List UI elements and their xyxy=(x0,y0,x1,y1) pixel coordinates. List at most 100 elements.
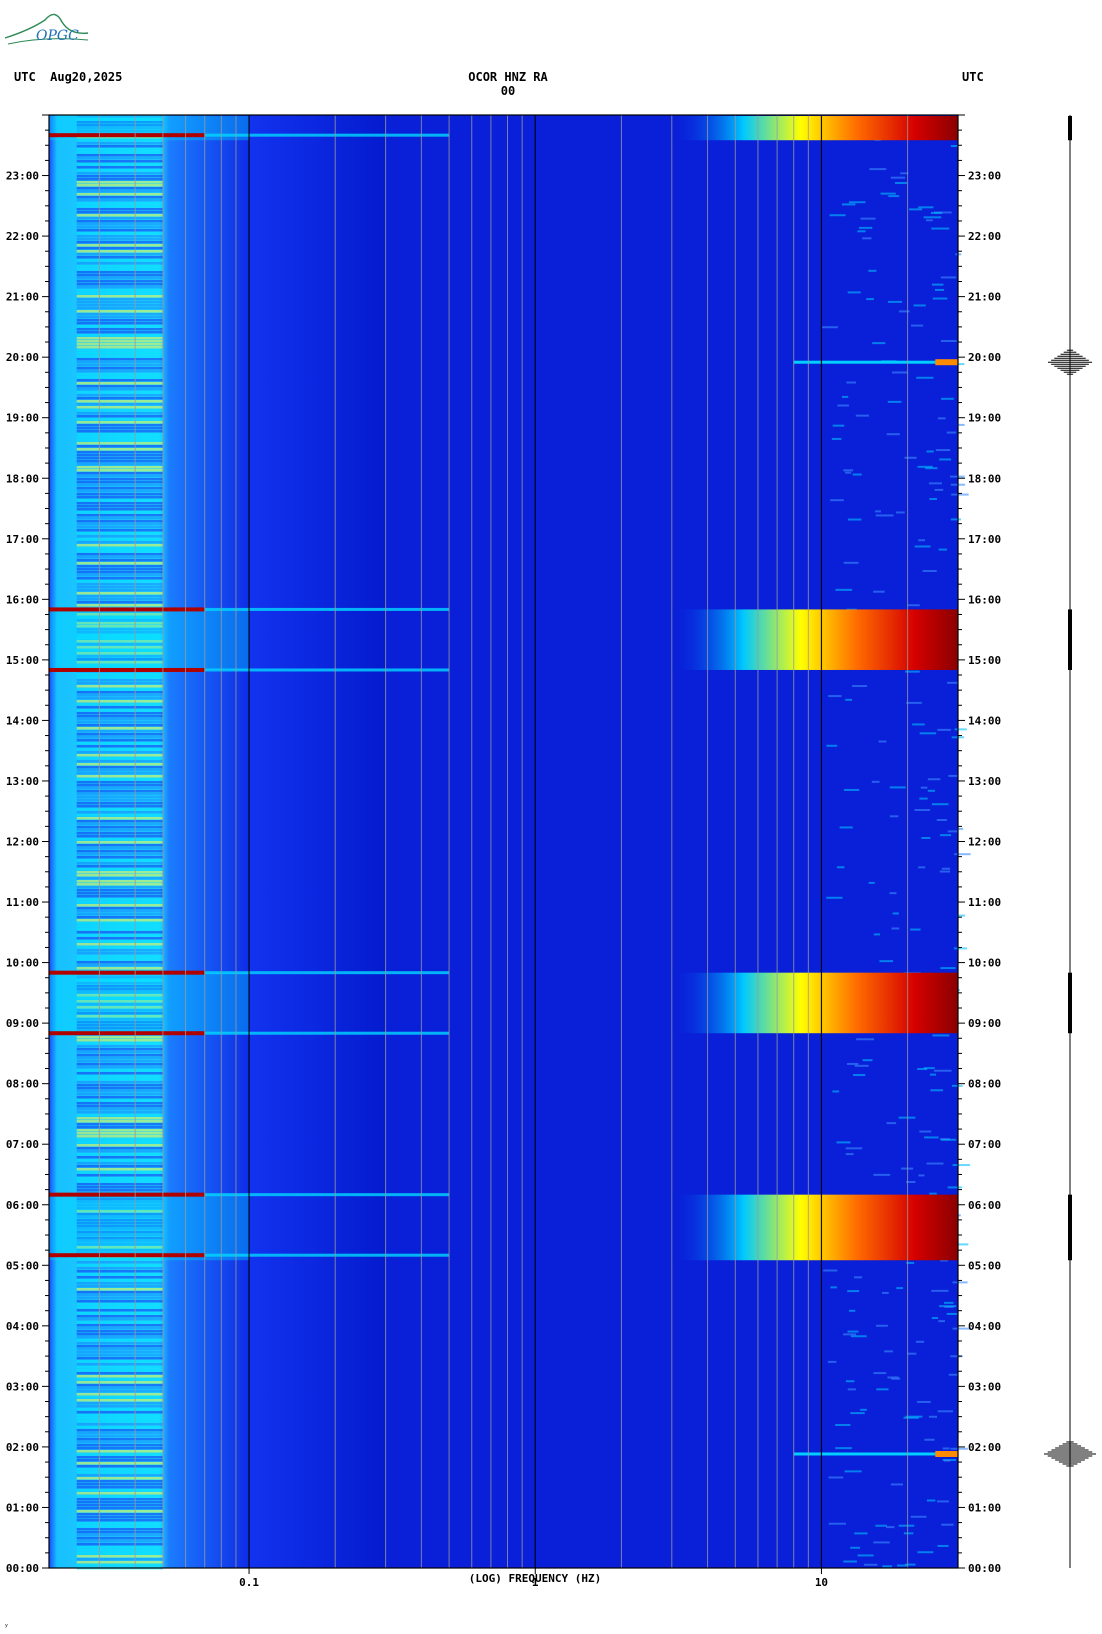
time-label-left: 06:00 xyxy=(6,1199,39,1212)
time-label-left: 12:00 xyxy=(6,836,39,849)
low-band-stripe xyxy=(76,1237,163,1240)
noise-speck xyxy=(926,1162,944,1165)
low-band-stripe xyxy=(76,1543,163,1546)
low-band-stripe xyxy=(76,841,163,844)
low-band-stripe xyxy=(76,256,163,259)
noise-speck xyxy=(873,1372,887,1375)
low-band-stripe xyxy=(76,1291,163,1294)
low-band-stripe xyxy=(76,1312,163,1315)
noise-speck xyxy=(900,172,909,175)
noise-speck xyxy=(919,1130,932,1133)
low-band-stripe xyxy=(76,643,163,646)
x-tick-labels: 0.1 1 10 xyxy=(239,1568,828,1589)
low-band-stripe xyxy=(76,1564,163,1567)
low-band-stripe xyxy=(76,295,163,298)
low-band-stripe xyxy=(76,1522,163,1525)
noise-speck xyxy=(881,1291,889,1294)
low-band-stripe xyxy=(76,562,163,565)
low-band-stripe xyxy=(76,811,163,814)
low-band-stripe xyxy=(76,1105,163,1108)
low-band-stripe xyxy=(76,1228,163,1231)
low-band-stripe xyxy=(76,907,163,910)
low-band-stripe xyxy=(76,925,163,928)
noise-speck xyxy=(939,870,951,873)
low-band-stripe xyxy=(76,556,163,559)
noise-speck xyxy=(950,1447,968,1450)
low-band-stripe xyxy=(76,577,163,580)
time-label-right: 10:00 xyxy=(968,957,1001,970)
low-band-stripe xyxy=(76,709,163,712)
low-band-stripe xyxy=(76,307,163,310)
noise-speck xyxy=(830,1286,837,1289)
noise-speck xyxy=(956,1243,969,1246)
low-band-stripe xyxy=(76,1267,163,1270)
time-label-left: 23:00 xyxy=(6,170,39,183)
noise-speck xyxy=(930,211,943,214)
low-band-stripe xyxy=(76,646,163,649)
low-band-stripe xyxy=(76,232,163,235)
noise-speck xyxy=(892,371,908,374)
time-label-left: 10:00 xyxy=(6,957,39,970)
low-band-stripe xyxy=(76,1423,163,1426)
low-band-stripe xyxy=(76,343,163,346)
noise-speck xyxy=(846,381,856,384)
low-band-stripe xyxy=(76,568,163,571)
noise-speck xyxy=(926,450,934,453)
noise-speck xyxy=(901,1167,914,1170)
low-band-stripe xyxy=(76,1399,163,1402)
noise-speck xyxy=(924,1438,935,1441)
low-band-stripe xyxy=(76,736,163,739)
low-band-stripe xyxy=(76,115,163,118)
noise-speck xyxy=(898,1116,916,1119)
low-band-stripe xyxy=(76,1051,163,1054)
low-band-stripe xyxy=(76,190,163,193)
low-band-stripe xyxy=(76,742,163,745)
noise-speck xyxy=(884,1350,893,1353)
mid-frequency-band xyxy=(249,115,386,1568)
noise-speck xyxy=(831,437,842,440)
low-band-stripe xyxy=(76,1072,163,1075)
low-band-stripe xyxy=(76,1063,163,1066)
low-band-stripe xyxy=(76,940,163,943)
noise-speck xyxy=(932,297,948,300)
low-band-stripe xyxy=(76,1213,163,1216)
low-band-stripe xyxy=(76,1159,163,1162)
low-band-stripe xyxy=(76,349,163,352)
time-label-right: 22:00 xyxy=(968,230,1001,243)
low-band-stripe xyxy=(76,1510,163,1513)
noise-speck xyxy=(941,1138,957,1141)
low-band-stripe xyxy=(76,781,163,784)
low-band-stripe xyxy=(76,775,163,778)
low-band-stripe xyxy=(76,763,163,766)
noise-speck xyxy=(875,1524,887,1527)
low-band-stripe xyxy=(76,547,163,550)
low-band-stripe xyxy=(76,499,163,502)
time-ticks: 00:00 00:00 01:00 01:00 02:00 02:00 03:00 03:00… xyxy=(6,114,1001,1575)
low-band-stripe xyxy=(76,337,163,340)
low-band-stripe xyxy=(76,253,163,256)
low-band-stripe xyxy=(76,865,163,868)
low-band-stripe xyxy=(76,1327,163,1330)
noise-speck xyxy=(873,1173,891,1176)
noise-speck xyxy=(873,1541,890,1544)
low-band-stripe xyxy=(76,694,163,697)
low-band-stripe xyxy=(76,214,163,217)
low-band-stripe xyxy=(76,505,163,508)
noise-speck xyxy=(844,1470,862,1473)
noise-speck xyxy=(890,1483,904,1486)
noise-speck xyxy=(906,1181,916,1184)
low-band-stripe xyxy=(76,1339,163,1342)
low-band-stripe xyxy=(76,139,163,142)
low-band-stripe xyxy=(76,259,163,262)
noise-speck xyxy=(951,493,969,496)
x-tick-label: 0.1 xyxy=(239,1576,259,1589)
low-band-stripe xyxy=(76,829,163,832)
low-band-stripe xyxy=(76,682,163,685)
noise-speck xyxy=(889,892,897,895)
low-band-stripe xyxy=(76,604,163,607)
time-label-right: 13:00 xyxy=(968,775,1001,788)
low-band-stripe xyxy=(76,118,163,121)
noise-speck xyxy=(903,1416,919,1419)
time-label-right: 20:00 xyxy=(968,351,1001,364)
noise-speck xyxy=(843,469,854,472)
